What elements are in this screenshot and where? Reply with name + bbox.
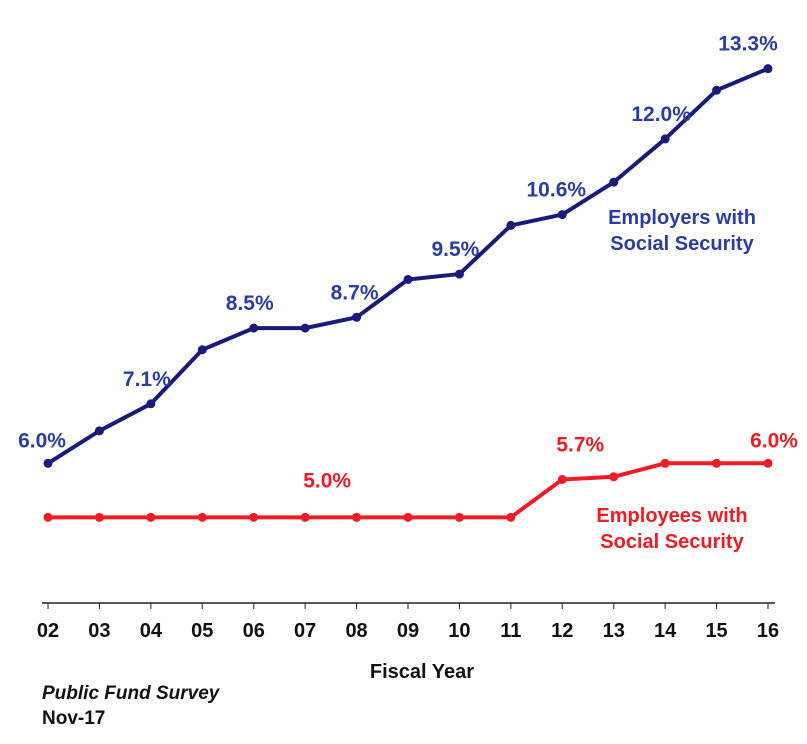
x-tick-label: 04 [140, 620, 163, 642]
x-tick-label: 10 [448, 620, 470, 642]
data-point [146, 399, 156, 409]
data-point [557, 210, 567, 220]
data-point [763, 458, 773, 468]
data-point [557, 474, 567, 484]
series-name-label: Social Security [610, 233, 754, 255]
data-label: 7.1% [123, 368, 171, 391]
series-name-label: Social Security [600, 531, 744, 553]
data-point [249, 512, 259, 522]
data-point [660, 134, 670, 144]
data-point [94, 512, 104, 522]
data-point [454, 269, 464, 279]
data-point [609, 472, 619, 482]
data-point [249, 323, 259, 333]
data-point [763, 64, 773, 74]
data-point [712, 458, 722, 468]
x-tick-label: 14 [654, 620, 677, 642]
x-tick-label: 15 [705, 620, 727, 642]
x-tick-label: 06 [243, 620, 265, 642]
data-point [403, 274, 413, 284]
date-note: Nov-17 [42, 708, 106, 729]
data-label: 8.7% [331, 281, 379, 304]
data-point [43, 458, 53, 468]
data-point [712, 85, 722, 95]
x-tick-label: 08 [345, 620, 367, 642]
source-note: Public Fund Survey [42, 683, 220, 704]
data-point [352, 312, 362, 322]
data-point [454, 512, 464, 522]
x-tick-label: 13 [603, 620, 625, 642]
data-label: 12.0% [631, 103, 691, 126]
data-label: 6.0% [18, 429, 66, 452]
data-point [197, 345, 207, 355]
data-point [609, 177, 619, 187]
data-point [506, 220, 516, 230]
data-point [506, 512, 516, 522]
x-tick-label: 09 [397, 620, 419, 642]
data-point [403, 512, 413, 522]
data-label: 13.3% [718, 33, 778, 56]
data-point [94, 426, 104, 436]
x-tick-label: 16 [757, 620, 779, 642]
data-label: 9.5% [431, 238, 479, 261]
data-label: 5.0% [303, 469, 351, 492]
data-label: 10.6% [527, 179, 587, 202]
series-name-label: Employers with [608, 207, 756, 229]
data-label: 5.7% [556, 433, 604, 456]
data-point [43, 512, 53, 522]
x-tick-label: 02 [37, 620, 59, 642]
x-tick-label: 07 [294, 620, 316, 642]
series-name-label: Employees with [596, 505, 747, 527]
data-point [660, 458, 670, 468]
x-tick-label: 05 [191, 620, 213, 642]
data-point [300, 323, 310, 333]
x-tick-label: 12 [551, 620, 573, 642]
data-point [197, 512, 207, 522]
data-point [352, 512, 362, 522]
data-label: 6.0% [750, 429, 798, 452]
data-point [146, 512, 156, 522]
x-tick-label: 03 [88, 620, 110, 642]
series-line [46, 66, 770, 466]
x-axis-title: Fiscal Year [370, 661, 474, 683]
x-tick-label: 11 [500, 620, 521, 642]
data-label: 8.5% [226, 292, 274, 315]
data-point [300, 512, 310, 522]
